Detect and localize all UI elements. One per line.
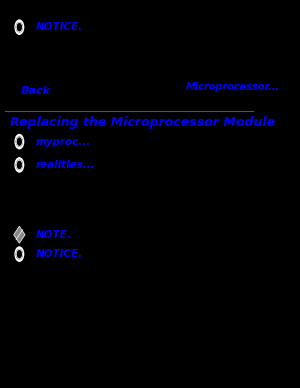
- Circle shape: [16, 160, 22, 170]
- Text: Microprocessor...: Microprocessor...: [186, 82, 280, 92]
- Circle shape: [14, 246, 25, 263]
- Circle shape: [14, 156, 25, 173]
- Circle shape: [16, 249, 22, 259]
- Circle shape: [16, 23, 22, 32]
- Text: NOTICE.: NOTICE.: [36, 22, 83, 32]
- Text: myproc...: myproc...: [36, 137, 92, 147]
- Circle shape: [14, 133, 25, 150]
- Circle shape: [16, 137, 22, 146]
- Text: Back: Back: [21, 86, 51, 96]
- Circle shape: [14, 19, 25, 36]
- Text: realities...: realities...: [36, 160, 96, 170]
- Polygon shape: [14, 226, 25, 243]
- Text: Replacing the Microprocessor Module: Replacing the Microprocessor Module: [10, 116, 275, 129]
- Text: NOTE.: NOTE.: [36, 230, 72, 240]
- Text: NOTICE.: NOTICE.: [36, 249, 83, 259]
